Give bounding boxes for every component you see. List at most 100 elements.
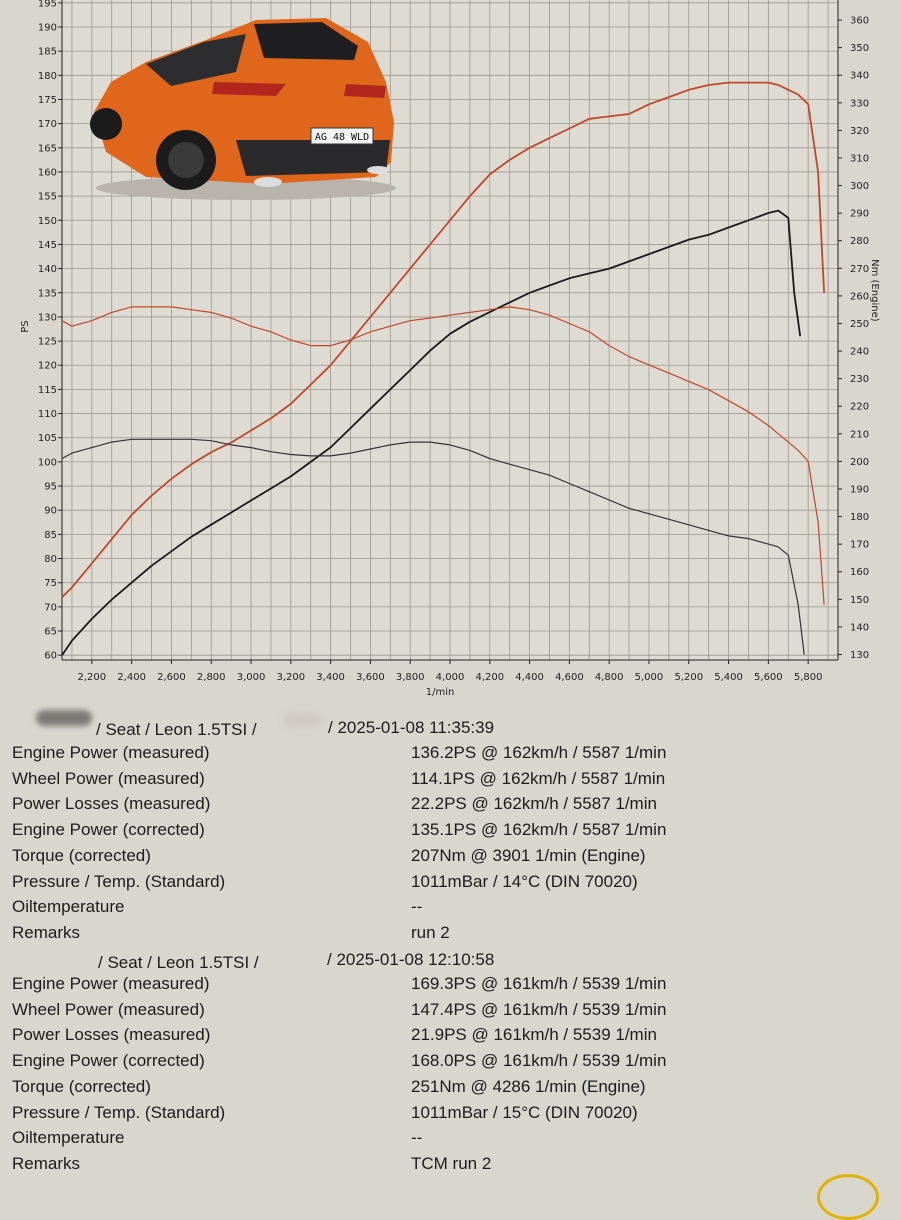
report-row-label: Pressure / Temp. (Standard) xyxy=(12,871,226,891)
report-row-label: Wheel Power (measured) xyxy=(12,999,205,1019)
corner-sticker-icon xyxy=(817,1174,879,1220)
y-left-tick-label: 95 xyxy=(44,482,57,493)
x-tick-label: 4,400 xyxy=(515,672,544,683)
report-row-value: run 2 xyxy=(411,922,450,942)
report-row: Power Losses (measured) 21.9PS @ 161km/h … xyxy=(0,1025,901,1050)
y-left-tick-label: 70 xyxy=(44,602,57,613)
y-right-tick-label: 240 xyxy=(850,347,869,358)
report-row-value: 114.1PS @ 162km/h / 5587 1/min xyxy=(411,768,666,788)
run1-vehicle: / Seat / Leon 1.5TSI / xyxy=(96,720,257,739)
report-row: Remarks TCM run 2 xyxy=(0,1154,901,1179)
report-row: Wheel Power (measured) 114.1PS @ 162km/h … xyxy=(0,769,901,794)
x-tick-label: 5,600 xyxy=(754,672,783,683)
report-row: Oiltemperature -- xyxy=(0,897,901,922)
report-row: Pressure / Temp. (Standard) 1011mBar / 14… xyxy=(0,872,901,897)
y-left-tick-label: 150 xyxy=(38,216,57,227)
y-right-tick-label: 190 xyxy=(850,484,869,495)
x-tick-label: 4,000 xyxy=(436,672,465,683)
y-left-tick-label: 100 xyxy=(38,457,57,468)
report-row-label: Engine Power (measured) xyxy=(12,974,210,993)
y-right-tick-label: 320 xyxy=(850,126,869,137)
y-left-tick-label: 195 xyxy=(38,0,57,9)
report-row-value: 136.2PS @ 162km/h / 5587 1/min xyxy=(411,743,667,762)
x-tick-label: 2,800 xyxy=(197,672,226,683)
car-tail-light-left xyxy=(212,82,286,96)
x-axis-title: 1/min xyxy=(426,687,455,698)
y-right-tick-label: 170 xyxy=(850,540,869,551)
report-row-label: Power Losses (measured) xyxy=(12,1025,211,1045)
car-rear-rim xyxy=(168,142,204,178)
car-exhaust-left xyxy=(254,177,282,187)
run1-datetime: / 2025-01-08 11:35:39 xyxy=(328,718,495,737)
y-right-tick-label: 280 xyxy=(850,236,869,247)
report-row-value: 147.4PS @ 161km/h / 5539 1/min xyxy=(411,999,667,1019)
y-right-tick-label: 210 xyxy=(850,429,869,440)
y-left-tick-label: 145 xyxy=(38,240,57,251)
y-left-axis-title: PS xyxy=(20,320,31,332)
report-row-label: Oiltemperature xyxy=(12,897,125,917)
report-row-value: -- xyxy=(411,897,423,917)
y-right-tick-label: 230 xyxy=(850,374,869,385)
y-left-tick-label: 120 xyxy=(38,361,57,372)
y-right-tick-label: 300 xyxy=(850,181,869,192)
y-left-tick-label: 130 xyxy=(38,312,57,323)
y-right-tick-label: 270 xyxy=(850,264,869,275)
car-exhaust-right xyxy=(367,166,389,174)
y-left-tick-label: 180 xyxy=(38,71,57,82)
x-tick-label: 4,800 xyxy=(595,672,624,683)
report-row-label: Pressure / Temp. (Standard) xyxy=(12,1102,226,1122)
y-right-tick-label: 220 xyxy=(850,402,869,413)
y-left-tick-label: 75 xyxy=(44,578,57,589)
redacted-customer-1 xyxy=(36,710,92,726)
x-tick-label: 3,400 xyxy=(316,672,345,683)
y-left-tick-label: 160 xyxy=(38,167,57,178)
report-row-value: 168.0PS @ 161km/h / 5539 1/min xyxy=(411,1051,667,1071)
series-line-2 xyxy=(61,209,802,656)
report-row-value: 1011mBar / 14°C (DIN 70020) xyxy=(411,871,638,891)
car-front-wheel xyxy=(90,108,122,140)
y-right-axis-title: Nm (Engine) xyxy=(869,259,880,322)
report-row-value: TCM run 2 xyxy=(411,1153,492,1173)
license-plate xyxy=(310,127,374,145)
car-rear-window xyxy=(254,22,358,60)
y-right-tick-label: 140 xyxy=(850,622,869,633)
report-row-value: 21.9PS @ 161km/h / 5539 1/min xyxy=(411,1025,657,1045)
y-left-tick-label: 65 xyxy=(44,627,57,638)
chart-series xyxy=(61,81,825,656)
y-right-tick-label: 250 xyxy=(850,319,869,330)
y-left-tick-label: 170 xyxy=(38,119,57,130)
x-tick-label: 5,800 xyxy=(794,672,823,683)
report-row-value: 22.2PS @ 162km/h / 5587 1/min xyxy=(411,794,657,814)
report-row-label: Wheel Power (measured) xyxy=(12,768,205,788)
chart-axes: 60 65 70 75 80 85 90 95 100 105 110 115 120 125 130 135… xyxy=(38,0,869,683)
y-left-tick-label: 175 xyxy=(38,95,57,106)
y-left-tick-label: 105 xyxy=(38,433,57,444)
license-plate-text: AG 48 WLD xyxy=(315,132,369,143)
report-row-label: Engine Power (measured) xyxy=(12,743,210,762)
x-tick-label: 2,400 xyxy=(117,672,146,683)
car-side-window xyxy=(146,34,246,86)
x-tick-label: 3,000 xyxy=(237,672,266,683)
y-right-tick-label: 360 xyxy=(850,16,869,27)
series-line-4 xyxy=(61,438,805,655)
report-row: Torque (corrected) 207Nm @ 3901 1/min (En… xyxy=(0,846,901,871)
report-row-value: 135.1PS @ 162km/h / 5587 1/min xyxy=(411,820,667,840)
run2-vehicle: / Seat / Leon 1.5TSI / xyxy=(98,953,259,972)
report-row-label: Engine Power (corrected) xyxy=(12,820,205,840)
x-tick-label: 4,600 xyxy=(555,672,584,683)
y-right-tick-label: 350 xyxy=(850,43,869,54)
y-left-tick-label: 185 xyxy=(38,47,57,58)
y-left-tick-label: 140 xyxy=(38,264,57,275)
report-row: Engine Power (measured) 136.2PS @ 162km/h… xyxy=(0,743,901,768)
y-right-tick-label: 160 xyxy=(850,567,869,578)
y-left-tick-label: 125 xyxy=(38,337,57,348)
x-tick-label: 2,200 xyxy=(78,672,107,683)
report-row: Wheel Power (measured) 147.4PS @ 161km/h … xyxy=(0,1000,901,1025)
y-right-tick-label: 340 xyxy=(850,71,869,82)
report-row-label: Power Losses (measured) xyxy=(12,794,211,814)
y-left-tick-label: 115 xyxy=(38,385,57,396)
report-row-label: Torque (corrected) xyxy=(12,1076,151,1096)
x-tick-label: 5,400 xyxy=(714,672,743,683)
car-tail-light-right xyxy=(344,84,386,98)
x-tick-label: 4,200 xyxy=(475,672,504,683)
